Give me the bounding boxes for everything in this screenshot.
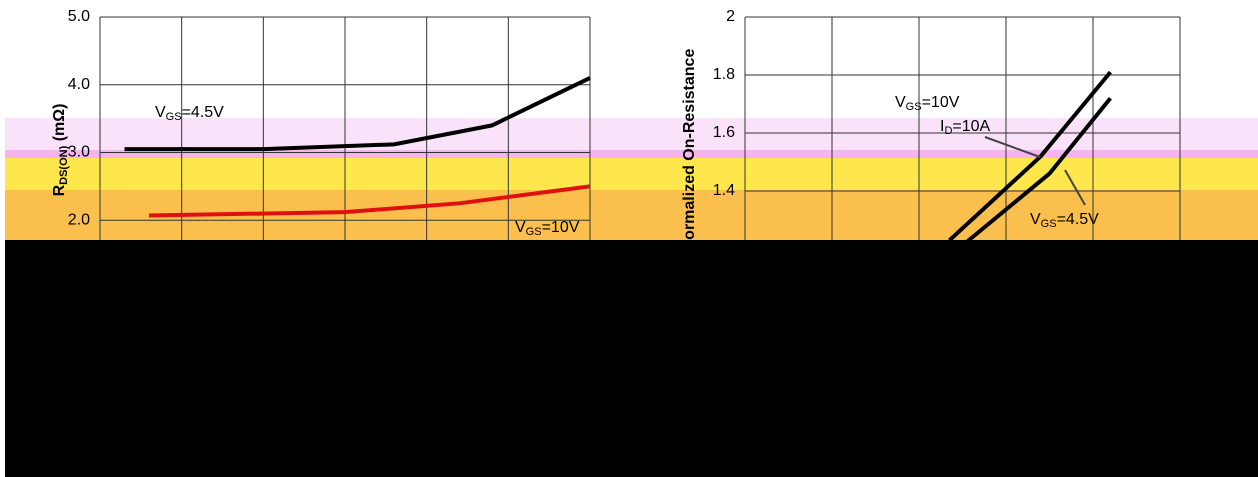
text-part: =10V xyxy=(542,219,580,236)
y-tick-label: 5.0 xyxy=(68,8,90,25)
text-part: Normalized On-Resistance xyxy=(681,49,698,252)
y-axis-title: Normalized On-Resistance xyxy=(681,49,698,252)
text-part: GS xyxy=(906,101,922,113)
legend-label: VGS=4.5V xyxy=(1030,211,1099,230)
text-part: V xyxy=(1030,211,1041,228)
series-line xyxy=(148,184,591,218)
legend-label: VGS=10V xyxy=(515,219,580,238)
series-line xyxy=(124,76,591,152)
text-part: R xyxy=(51,184,68,196)
legend-label: VGS=4.5V xyxy=(155,104,224,123)
legend-label: VGS=10V xyxy=(895,94,960,113)
y-tick-label: 1.6 xyxy=(713,124,735,141)
y-tick-label: 1.8 xyxy=(713,66,735,83)
series-line xyxy=(948,70,1112,242)
annotation: ID=10A xyxy=(940,118,991,137)
text-part: V xyxy=(155,104,166,121)
y-tick-label: 4.0 xyxy=(68,76,90,93)
text-part: =4.5V xyxy=(1057,211,1100,228)
text-part: =10A xyxy=(952,118,990,135)
text-part: GS xyxy=(526,226,542,238)
text-part: I xyxy=(940,118,944,135)
text-part: GS xyxy=(166,111,182,123)
band-yellow xyxy=(5,158,1258,190)
y-tick-label: 2.0 xyxy=(68,211,90,228)
arrow xyxy=(984,136,1041,158)
text-part: =4.5V xyxy=(182,104,225,121)
text-part: V xyxy=(895,94,906,111)
y-tick-label: 2 xyxy=(726,8,735,25)
series-line xyxy=(956,96,1112,251)
text-part: D xyxy=(944,125,952,137)
arrow xyxy=(1064,169,1086,206)
text-part: DS(ON) xyxy=(58,145,70,184)
text-part: (mΩ) xyxy=(51,104,68,146)
text-part: =10V xyxy=(922,94,960,111)
band-pink xyxy=(5,150,1258,158)
text-part: V xyxy=(515,219,526,236)
y-tick-label: 1.4 xyxy=(713,182,735,199)
text-part: GS xyxy=(1041,218,1057,230)
black-block xyxy=(5,240,1258,477)
y-axis-title: RDS(ON) (mΩ) xyxy=(51,104,70,197)
y-tick-label: 3.0 xyxy=(68,144,90,161)
